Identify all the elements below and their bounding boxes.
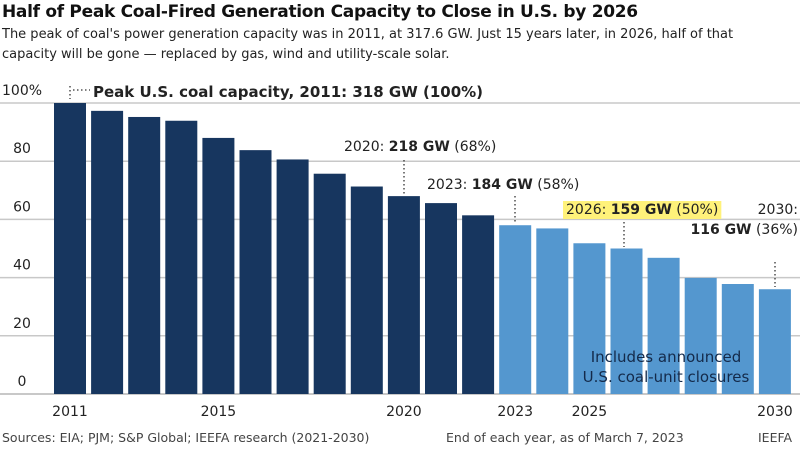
bar-2026: [610, 248, 643, 394]
y-tick-label: 80: [13, 141, 31, 157]
bar-2022: [462, 215, 495, 394]
brand-label: IEEFA: [758, 430, 793, 445]
bar-2027: [647, 257, 680, 394]
bar-2030: [758, 289, 791, 394]
bar-2019: [350, 186, 383, 394]
y-tick-label: 60: [13, 199, 31, 215]
date-note: End of each year, as of March 7, 2023: [446, 430, 684, 445]
y-tick-label: 40: [13, 258, 31, 274]
bar-2025: [573, 243, 606, 394]
x-tick-label: 2025: [572, 404, 608, 420]
annotation-2030-year: 2030:: [758, 202, 798, 218]
sources-note: Sources: EIA; PJM; S&P Global; IEEFA res…: [2, 430, 370, 445]
bar-2020: [387, 196, 420, 394]
bar-2021: [425, 203, 457, 394]
annotation-2026: 2026: 159 GW (50%): [566, 202, 718, 218]
projection-note-line: U.S. coal-unit closures: [583, 368, 750, 386]
bar-2018: [313, 173, 346, 394]
bar-2011: [54, 103, 86, 394]
chart-title: Half of Peak Coal-Fired Generation Capac…: [2, 2, 638, 22]
annotation-2020: 2020: 218 GW (68%): [344, 139, 496, 155]
x-tick-label: 2011: [52, 404, 88, 420]
y-tick-label: 100%: [2, 83, 42, 99]
y-tick-label: 20: [13, 316, 31, 332]
annotation-2023: 2023: 184 GW (58%): [427, 177, 579, 193]
x-tick-label: 2030: [757, 404, 793, 420]
projection-note-line: Includes announced: [591, 348, 742, 366]
bar-2017: [276, 159, 309, 394]
chart-subtitle: The peak of coal's power generation capa…: [2, 27, 734, 62]
x-tick-label: 2023: [497, 404, 533, 420]
x-tick-label: 2015: [201, 404, 237, 420]
bar-2012: [91, 110, 124, 395]
x-tick-label: 2020: [386, 404, 422, 420]
bar-2024: [536, 228, 569, 394]
bar-2013: [128, 116, 161, 394]
annotation-2011: Peak U.S. coal capacity, 2011: 318 GW (1…: [93, 83, 483, 101]
bar-2016: [239, 150, 272, 394]
y-tick-label: 0: [18, 374, 27, 390]
bar-2015: [202, 137, 235, 395]
bar-2014: [165, 120, 198, 394]
annotation-2030-value: 116 GW (36%): [690, 222, 798, 238]
bar-2023: [499, 225, 532, 394]
annotation-highlight: [563, 201, 722, 219]
bar-2029: [721, 284, 754, 394]
bar-2028: [684, 277, 717, 394]
